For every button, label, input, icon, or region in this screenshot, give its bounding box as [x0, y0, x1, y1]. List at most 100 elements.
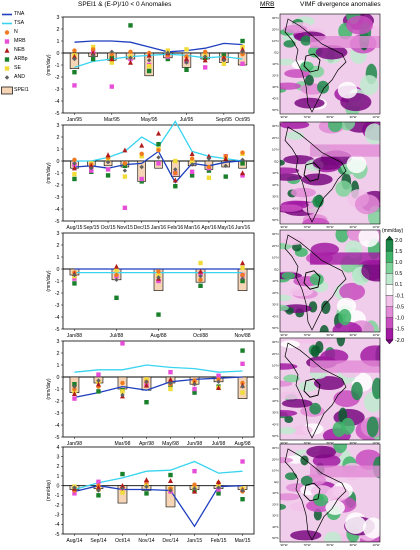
mrb-point [240, 459, 245, 464]
map-frame [279, 443, 381, 543]
and-point [184, 60, 189, 65]
anomaly-blob [283, 374, 300, 383]
mrb-point [240, 361, 245, 366]
lat-label: 50°S [272, 326, 278, 330]
legend-item-spei1: SPEI1 [1, 86, 45, 95]
arbp-point [144, 400, 149, 405]
y-tick-label: -5 [55, 219, 60, 225]
tsa-line [74, 460, 243, 491]
arbp-point [240, 497, 245, 502]
neb-point [172, 177, 178, 183]
y-axis-label: (mm/day) [46, 162, 52, 183]
lat-label: 20°N [272, 352, 278, 356]
lat-label: 30°N [272, 340, 278, 344]
anomaly-blob [364, 123, 380, 145]
anomaly-blob [284, 472, 298, 481]
n-point [189, 156, 195, 161]
neb-point [240, 260, 246, 266]
lon-label: 90°W [280, 543, 287, 547]
and-point [216, 485, 221, 490]
y-tick-label: -1 [55, 493, 60, 499]
y-tick-label: -1 [55, 63, 60, 69]
neb-point [198, 268, 204, 274]
lon-label: 10°W [372, 115, 379, 119]
neb-point [189, 151, 195, 156]
legend-swatch-spei1 [1, 86, 13, 95]
lon-label: 50°W [326, 115, 333, 119]
y-tick-label: -4 [55, 207, 60, 213]
colorbar-segment [385, 239, 394, 252]
x-tick-label: Dec/14 [162, 538, 178, 544]
n-point [122, 161, 128, 166]
and-point [144, 379, 149, 384]
tna-line [74, 485, 243, 528]
lat-label: 20°N [272, 136, 278, 140]
se-point [184, 47, 189, 52]
chart-title: SPEI1 & (E-P)/10 < 0 Anomalies [78, 1, 172, 8]
y-tick-label: 1 [57, 363, 60, 369]
x-tick-label: Mar/95 [104, 117, 120, 123]
and-point [192, 486, 197, 491]
and-point [206, 156, 212, 161]
se-point [240, 265, 245, 270]
anomaly-blob [358, 230, 380, 248]
arbp-point [206, 168, 212, 173]
y-tick-label: -3 [55, 411, 60, 417]
anomaly-blob [320, 349, 349, 365]
colorbar-segment [385, 262, 394, 274]
n-point [206, 164, 212, 170]
arbp-point [223, 174, 228, 179]
mrb-point [168, 370, 173, 375]
lon-label: 70°W [303, 225, 310, 229]
and-point [192, 382, 197, 387]
y-tick-label: -2 [55, 399, 60, 405]
arbp-point [184, 67, 189, 72]
y-tick-label: 3 [57, 15, 60, 21]
and-point [72, 384, 77, 389]
n-point [139, 151, 144, 156]
basin-outline [303, 162, 321, 182]
continent-outline [284, 18, 347, 113]
neb-point [216, 385, 222, 390]
anomaly-blob [280, 304, 289, 311]
neb-point [139, 142, 145, 148]
and-point [128, 55, 133, 60]
se-point [122, 174, 128, 179]
arbp-point [156, 142, 161, 147]
anomaly-blob [335, 230, 349, 243]
x-tick-label: Mar/16 [184, 225, 200, 231]
x-tick-label: Oct/95 [235, 117, 250, 123]
lat-label: EQ [274, 51, 279, 55]
arbp-point [90, 56, 96, 62]
lat-label: 10°S [272, 171, 278, 175]
basin-outline [303, 53, 321, 73]
se-point [109, 60, 115, 65]
lon-label: 10°W [372, 225, 379, 229]
x-tick-label: Feb/16 [167, 225, 183, 231]
y-tick-label: 1 [57, 147, 60, 153]
arbp-point [72, 70, 77, 75]
x-tick-label: Jun/98 [187, 441, 202, 447]
mrb-point [72, 83, 77, 88]
neb-point [168, 478, 174, 484]
lon-label: 10°W [372, 333, 379, 337]
anomaly-blob [332, 321, 362, 332]
lon-label: 90°W [280, 441, 287, 445]
map-title: VIMF divergence anomalies [300, 1, 381, 8]
legend-swatch-n [4, 30, 10, 35]
lat-label: 10°N [272, 39, 278, 43]
arbp-point [216, 491, 221, 496]
legend: TNA TSA N MRB NEB ARBp SE AND SPEI1 [1, 10, 45, 95]
y-tick-label: 2 [57, 135, 60, 141]
y-tick-label: -1 [55, 279, 60, 285]
anomaly-blob [319, 325, 329, 332]
lat-label: 30°S [272, 195, 278, 199]
lon-label: 70°W [303, 543, 310, 547]
colorbar-label: 0.5 [395, 271, 402, 277]
se-point [173, 158, 178, 164]
lat-label: 20°N [272, 457, 278, 461]
se-point [221, 61, 227, 66]
and-point [165, 50, 171, 56]
x-tick-label: Jan/98 [67, 441, 82, 447]
anomaly-blob [325, 500, 345, 515]
